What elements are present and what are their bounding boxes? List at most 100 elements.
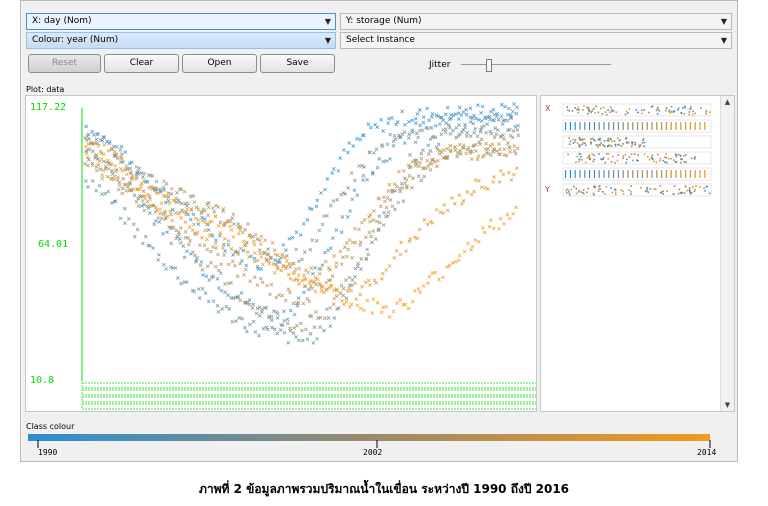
strip-mark (604, 161, 607, 164)
data-point (279, 268, 284, 273)
strip-mark (566, 106, 569, 108)
data-point (170, 207, 175, 212)
strip-mark (665, 109, 667, 112)
data-point (180, 201, 184, 206)
data-point (375, 125, 380, 129)
data-point (251, 319, 256, 324)
attribute-strip[interactable] (562, 151, 712, 165)
colour-select[interactable]: Colour: year (Num) ▼ (26, 32, 336, 49)
data-point (154, 189, 159, 194)
y-axis-select[interactable]: Y: storage (Num) ▼ (340, 13, 732, 30)
attribute-strip[interactable] (562, 135, 712, 149)
strip-mark (614, 191, 617, 193)
data-point (317, 271, 322, 276)
data-point (135, 227, 140, 232)
data-point (379, 276, 384, 281)
data-point (309, 207, 314, 212)
data-point (120, 186, 125, 191)
strip-mark (593, 154, 595, 157)
data-point (161, 193, 166, 198)
data-point (103, 191, 108, 196)
data-point (179, 215, 184, 220)
strip-mark (578, 189, 581, 192)
data-point (278, 260, 282, 265)
data-point (433, 124, 438, 128)
scroll-up-icon[interactable]: ▲ (724, 98, 731, 106)
data-point (156, 258, 161, 262)
strip-mark (600, 158, 602, 160)
data-point (227, 306, 232, 311)
data-point (273, 258, 277, 262)
x-axis-select[interactable]: X: day (Nom) ▼ (26, 13, 336, 30)
clear-button[interactable]: Clear (104, 54, 179, 73)
strip-mark (614, 143, 617, 146)
strip-mark (598, 170, 600, 178)
jitter-slider-handle[interactable] (486, 59, 492, 72)
strip-mark (597, 190, 600, 192)
strip-mark (618, 144, 621, 146)
save-button[interactable]: Save (260, 54, 335, 73)
strip-mark (691, 185, 694, 188)
data-point (177, 200, 182, 205)
data-point (302, 250, 307, 255)
data-point (223, 290, 227, 295)
data-point (392, 182, 397, 186)
data-point (502, 222, 506, 226)
data-point (244, 240, 249, 245)
strip-mark (626, 158, 628, 161)
data-point (376, 228, 381, 233)
strip-mark (642, 137, 645, 140)
data-point (165, 214, 170, 219)
data-point (221, 206, 226, 211)
data-point (272, 248, 277, 252)
strip-mark (602, 158, 605, 160)
strip-mark (643, 109, 645, 111)
data-point (211, 245, 215, 249)
data-point (361, 308, 366, 313)
panel-scrollbar[interactable]: ▲ ▼ (720, 96, 734, 411)
data-point (387, 182, 392, 187)
data-point (123, 221, 127, 225)
data-point (300, 328, 304, 333)
data-point (247, 255, 251, 259)
data-point (192, 289, 197, 294)
data-point (205, 237, 209, 242)
strip-mark (580, 159, 583, 161)
data-point (336, 168, 341, 173)
data-point (169, 186, 174, 191)
jitter-slider[interactable] (461, 59, 611, 72)
data-point (244, 329, 249, 334)
strip-mark (610, 161, 613, 163)
strip-mark (618, 139, 621, 142)
data-point (397, 135, 402, 140)
instance-select[interactable]: Select Instance ▼ (340, 32, 732, 49)
strip-mark (678, 188, 681, 191)
attribute-strip[interactable] (562, 103, 712, 117)
data-point (372, 278, 377, 283)
strip-mark (643, 145, 645, 148)
strip-mark (592, 160, 595, 163)
data-point (170, 218, 175, 223)
strip-mark (632, 170, 634, 178)
data-point (468, 106, 473, 111)
data-point (127, 161, 132, 166)
reset-button[interactable]: Reset (28, 54, 101, 73)
strip-mark (602, 106, 605, 109)
data-point (498, 147, 502, 152)
x-tick-label-band (81, 403, 536, 410)
data-point (205, 247, 210, 252)
strip-mark (584, 170, 586, 178)
open-button[interactable]: Open (182, 54, 257, 73)
data-point (208, 249, 213, 254)
data-point (235, 274, 240, 279)
data-point (322, 316, 327, 321)
data-point (310, 286, 315, 291)
strip-mark (575, 187, 578, 190)
scatter-plot-area[interactable]: 117.22 64.01 10.8 (25, 95, 537, 412)
data-point (328, 268, 332, 272)
strip-mark (602, 144, 604, 146)
data-point (203, 291, 208, 295)
scroll-down-icon[interactable]: ▼ (724, 401, 731, 409)
data-point (185, 204, 189, 208)
chevron-down-icon: ▼ (720, 17, 727, 26)
